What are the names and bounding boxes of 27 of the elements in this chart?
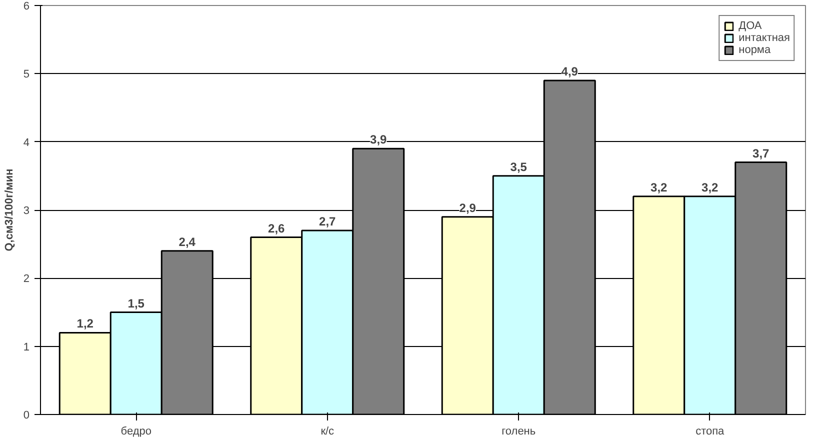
y-tick-label: 3 xyxy=(23,205,30,217)
legend-label: норма xyxy=(738,44,771,56)
x-tick-label: к/с xyxy=(320,426,335,438)
data-label: 2,4 xyxy=(178,234,196,249)
data-label: 3,5 xyxy=(510,160,528,174)
data-label: 3,9 xyxy=(370,132,388,147)
y-tick-label: 5 xyxy=(23,68,30,81)
data-label: 1,5 xyxy=(128,296,145,310)
data-label: 3,2 xyxy=(702,180,719,194)
legend-label: интактная xyxy=(738,32,790,44)
data-label: 4,9 xyxy=(561,64,578,78)
data-label: 1,2 xyxy=(76,316,94,331)
data-label: 2,6 xyxy=(268,221,286,236)
y-axis-title: Q,см3/100г/мин xyxy=(3,168,16,252)
x-tick-label: стопа xyxy=(696,426,726,438)
data-label: 3,7 xyxy=(752,146,770,160)
y-tick-label: 2 xyxy=(23,273,30,286)
y-tick-label: 6 xyxy=(23,0,30,12)
x-tick-label: бедро xyxy=(120,426,152,438)
y-tick-label: 1 xyxy=(23,341,30,354)
y-tick-label: 0 xyxy=(23,410,30,422)
data-label: 3,2 xyxy=(650,180,668,194)
data-label: 2,9 xyxy=(459,200,476,215)
y-tick-label: 4 xyxy=(23,136,30,149)
x-tick-label: голень xyxy=(502,426,536,438)
data-label: 2,7 xyxy=(319,214,336,228)
legend-label: ДОА xyxy=(738,20,762,32)
